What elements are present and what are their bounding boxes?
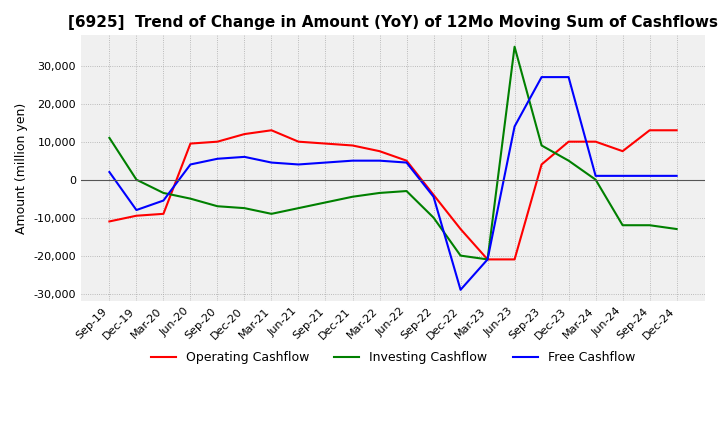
Free Cashflow xyxy=(402,160,411,165)
Operating Cashflow xyxy=(186,141,194,146)
Line: Operating Cashflow: Operating Cashflow xyxy=(109,130,677,260)
Operating Cashflow xyxy=(456,227,465,232)
Investing Cashflow xyxy=(321,200,330,205)
Operating Cashflow xyxy=(213,139,222,144)
Investing Cashflow xyxy=(105,135,114,140)
Investing Cashflow xyxy=(186,196,194,201)
Operating Cashflow xyxy=(105,219,114,224)
Free Cashflow xyxy=(672,173,681,179)
Line: Free Cashflow: Free Cashflow xyxy=(109,77,677,290)
Free Cashflow xyxy=(105,169,114,175)
Investing Cashflow xyxy=(294,205,303,211)
Free Cashflow xyxy=(591,173,600,179)
Operating Cashflow xyxy=(402,158,411,163)
Free Cashflow xyxy=(213,156,222,161)
Investing Cashflow xyxy=(402,188,411,194)
Free Cashflow xyxy=(348,158,357,163)
Investing Cashflow xyxy=(348,194,357,199)
Investing Cashflow xyxy=(618,223,627,228)
Investing Cashflow xyxy=(483,257,492,262)
Free Cashflow xyxy=(456,287,465,293)
Operating Cashflow xyxy=(672,128,681,133)
Investing Cashflow xyxy=(213,204,222,209)
Y-axis label: Amount (million yen): Amount (million yen) xyxy=(15,103,28,234)
Operating Cashflow xyxy=(321,141,330,146)
Investing Cashflow xyxy=(564,158,573,163)
Operating Cashflow xyxy=(348,143,357,148)
Free Cashflow xyxy=(240,154,249,160)
Operating Cashflow xyxy=(537,162,546,167)
Investing Cashflow xyxy=(429,215,438,220)
Investing Cashflow xyxy=(456,253,465,258)
Investing Cashflow xyxy=(159,191,168,196)
Free Cashflow xyxy=(375,158,384,163)
Operating Cashflow xyxy=(564,139,573,144)
Investing Cashflow xyxy=(375,191,384,196)
Title: [6925]  Trend of Change in Amount (YoY) of 12Mo Moving Sum of Cashflows: [6925] Trend of Change in Amount (YoY) o… xyxy=(68,15,718,30)
Investing Cashflow xyxy=(537,143,546,148)
Legend: Operating Cashflow, Investing Cashflow, Free Cashflow: Operating Cashflow, Investing Cashflow, … xyxy=(146,346,640,369)
Operating Cashflow xyxy=(510,257,519,262)
Free Cashflow xyxy=(267,160,276,165)
Operating Cashflow xyxy=(267,128,276,133)
Investing Cashflow xyxy=(240,205,249,211)
Free Cashflow xyxy=(510,124,519,129)
Free Cashflow xyxy=(564,74,573,80)
Investing Cashflow xyxy=(672,227,681,232)
Operating Cashflow xyxy=(375,149,384,154)
Operating Cashflow xyxy=(132,213,140,218)
Free Cashflow xyxy=(294,162,303,167)
Operating Cashflow xyxy=(618,149,627,154)
Operating Cashflow xyxy=(483,257,492,262)
Free Cashflow xyxy=(618,173,627,179)
Free Cashflow xyxy=(537,74,546,80)
Line: Investing Cashflow: Investing Cashflow xyxy=(109,47,677,260)
Operating Cashflow xyxy=(429,192,438,198)
Investing Cashflow xyxy=(645,223,654,228)
Investing Cashflow xyxy=(510,44,519,49)
Free Cashflow xyxy=(483,257,492,262)
Operating Cashflow xyxy=(591,139,600,144)
Investing Cashflow xyxy=(132,177,140,182)
Free Cashflow xyxy=(186,162,194,167)
Free Cashflow xyxy=(159,198,168,203)
Investing Cashflow xyxy=(591,177,600,182)
Operating Cashflow xyxy=(159,211,168,216)
Free Cashflow xyxy=(645,173,654,179)
Investing Cashflow xyxy=(267,211,276,216)
Operating Cashflow xyxy=(645,128,654,133)
Free Cashflow xyxy=(429,194,438,199)
Operating Cashflow xyxy=(294,139,303,144)
Operating Cashflow xyxy=(240,132,249,137)
Free Cashflow xyxy=(321,160,330,165)
Free Cashflow xyxy=(132,207,140,213)
